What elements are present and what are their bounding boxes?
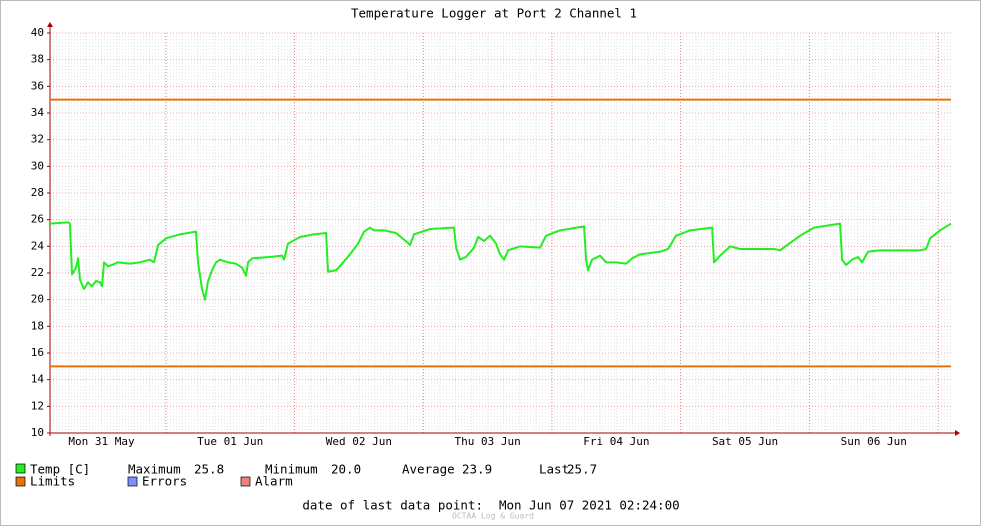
- y-tick-label: 32: [31, 133, 44, 146]
- y-tick-label: 34: [31, 106, 45, 119]
- y-tick-label: 24: [31, 239, 45, 252]
- x-arrow: [955, 430, 960, 436]
- stat-value: 25.8: [194, 462, 224, 477]
- y-tick-label: 10: [31, 426, 44, 439]
- series-line: [49, 221, 952, 301]
- y-tick-label: 26: [31, 213, 44, 226]
- y-tick-label: 20: [31, 293, 44, 306]
- legend-swatch: [127, 476, 138, 487]
- y-tick-label: 18: [31, 319, 44, 332]
- y-arrow: [47, 22, 53, 27]
- chart-title: Temperature Logger at Port 2 Channel 1: [351, 6, 637, 21]
- stat-value: 20.0: [331, 462, 361, 477]
- x-tick-label: Tue 01 Jun: [197, 435, 263, 448]
- stat-label: Maximum: [128, 462, 181, 477]
- y-tick-label: 40: [31, 26, 44, 39]
- footer-label: date of last data point:: [302, 498, 483, 513]
- x-tick-label: Fri 04 Jun: [583, 435, 649, 448]
- x-tick-label: Sun 06 Jun: [841, 435, 907, 448]
- stat-label: Last: [539, 462, 569, 477]
- stat-value: 25.7: [567, 462, 597, 477]
- x-tick-label: Thu 03 Jun: [455, 435, 521, 448]
- stat-label: Average: [402, 462, 455, 477]
- x-tick-label: Sat 05 Jun: [712, 435, 778, 448]
- y-tick-label: 12: [31, 399, 44, 412]
- legend-swatch: [240, 476, 251, 487]
- last-data-point: Mon Jun 07 2021 02:24:00: [499, 498, 680, 513]
- legend-label: Errors: [142, 474, 187, 489]
- y-tick-label: 36: [31, 79, 44, 92]
- x-tick-label: Wed 02 Jun: [326, 435, 392, 448]
- x-tick-label: Mon 31 May: [68, 435, 135, 448]
- y-tick-label: 38: [31, 53, 44, 66]
- legend-swatch: [15, 476, 26, 487]
- watermark: OCTAA Log & Guard: [452, 512, 534, 521]
- y-tick-label: 22: [31, 266, 44, 279]
- y-tick-label: 16: [31, 346, 44, 359]
- y-tick-label: 30: [31, 159, 44, 172]
- y-tick-label: 14: [31, 373, 45, 386]
- y-tick-label: 28: [31, 186, 44, 199]
- stat-value: 23.9: [462, 462, 492, 477]
- stat-label: Minimum: [265, 462, 318, 477]
- legend-label: Temp [C]: [30, 462, 90, 477]
- legend-label: Alarm: [255, 474, 293, 489]
- legend-swatch: [15, 463, 26, 474]
- legend-label: Limits: [30, 474, 75, 489]
